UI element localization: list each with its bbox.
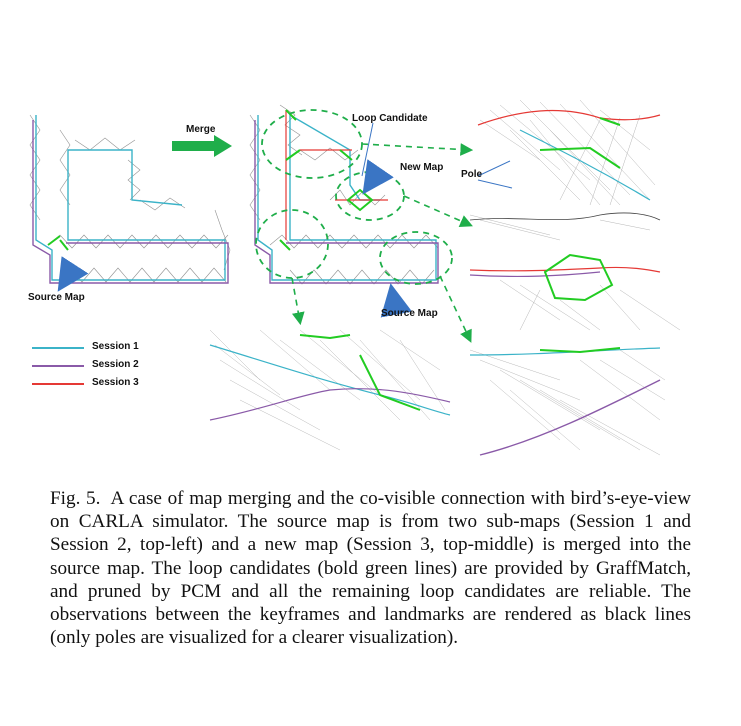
zoom-panel-d	[469, 347, 666, 456]
legend-item-session-2: Session 2	[32, 359, 162, 373]
legend-label: Session 1	[92, 341, 139, 352]
source-map-label-left: Source Map	[28, 292, 85, 303]
zoom-panel-c	[209, 329, 451, 451]
zoom-panel-a	[477, 99, 661, 206]
legend-label: Session 2	[92, 359, 139, 370]
zoom-panel-b	[469, 212, 681, 331]
caption-text: A case of map merging and the co-visible…	[50, 488, 691, 649]
figure-caption: Fig. 5. A case of map merging and the co-…	[50, 487, 691, 649]
legend-swatch	[32, 347, 84, 349]
merge-arrow	[172, 135, 232, 157]
figure-number: Fig. 5.	[50, 488, 101, 509]
source-map-panel	[29, 114, 231, 284]
loop-candidate-label: Loop Candidate	[352, 113, 428, 124]
blue-arrows	[57, 122, 513, 318]
source-map-label-middle: Source Map	[381, 308, 438, 319]
legend-item-session-1: Session 1	[32, 341, 162, 355]
pole-label: Pole	[461, 169, 483, 180]
merge-label: Merge	[186, 124, 216, 135]
legend-swatch	[32, 365, 84, 367]
legend-swatch	[32, 383, 84, 385]
legend-label: Session 3	[92, 377, 139, 388]
merged-map-panel	[249, 104, 453, 285]
figure-graphic	[29, 99, 681, 456]
legend-item-session-3: Session 3	[32, 377, 162, 391]
new-map-label: New Map	[400, 162, 444, 173]
